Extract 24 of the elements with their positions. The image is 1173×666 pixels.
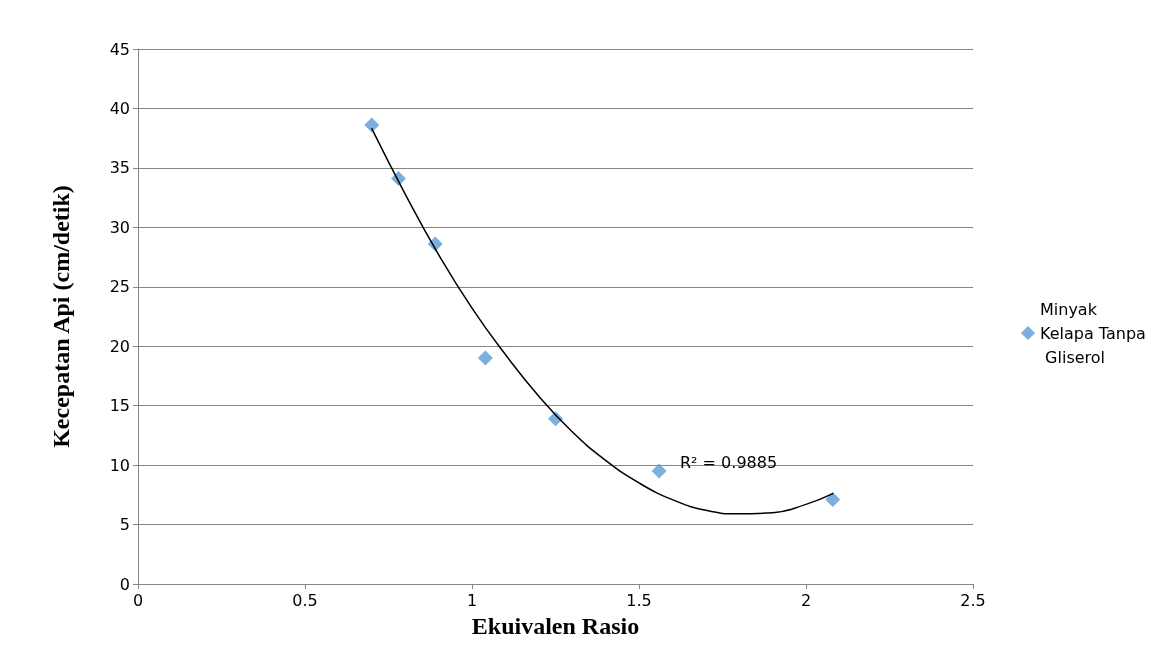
x-tick-label: 1 — [466, 590, 478, 610]
point — [477, 350, 493, 366]
y-tick-label: 10 — [109, 455, 130, 475]
point — [825, 492, 841, 508]
y-tick-label: 35 — [109, 158, 130, 178]
y-tick-label: 20 — [109, 336, 130, 356]
y-tick-label: 5 — [119, 515, 130, 535]
x-tick-label: 2 — [800, 590, 812, 610]
point — [651, 463, 667, 479]
point — [364, 117, 380, 133]
y-tick-label: 45 — [109, 39, 130, 59]
annotation: R² = 0.9885 — [680, 452, 778, 472]
x-tick-label: 1.5 — [626, 590, 652, 610]
x-tick-label: 0 — [132, 590, 144, 610]
x-axis-title: Ekuivalen Rasio — [471, 613, 640, 639]
y-tick-label: 30 — [109, 217, 130, 237]
y-tick-label: 40 — [109, 98, 130, 118]
y-axis-title: Kecepatan Api (cm/detik) — [48, 185, 74, 448]
x-tick-label: 2.5 — [960, 590, 986, 610]
y-tick-label: 15 — [109, 396, 130, 416]
y-tick-label: 25 — [109, 277, 130, 297]
x-tick-label: 0.5 — [292, 590, 318, 610]
y-tick-label: 0 — [119, 574, 130, 594]
legend-label: Minyak Kelapa Tanpa Gliserol — [1040, 299, 1146, 367]
